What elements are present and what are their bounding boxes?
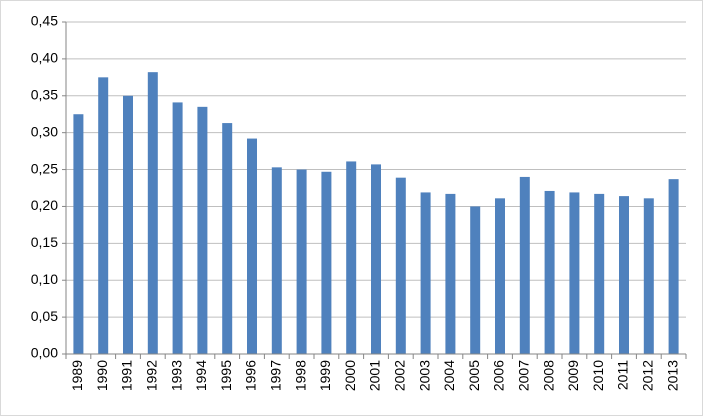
bar [544, 190, 555, 354]
bar [420, 192, 431, 354]
y-tick-label: 0,30 [31, 123, 58, 139]
y-tick-label: 0,25 [31, 160, 58, 176]
x-tick-label: 2012 [640, 360, 656, 391]
x-tick-label: 2002 [392, 360, 408, 391]
bar [197, 106, 208, 354]
x-tick-label: 1994 [193, 360, 209, 391]
x-tick-label: 2003 [416, 360, 432, 391]
bar [98, 77, 109, 354]
bar [569, 192, 580, 354]
bar [321, 171, 332, 354]
x-tick-label: 2000 [342, 360, 358, 391]
bar [395, 177, 406, 354]
y-tick-label: 0,15 [31, 234, 58, 250]
x-tick-label: 2011 [615, 360, 631, 390]
bar [519, 176, 530, 354]
x-tick-label: 2006 [491, 360, 507, 391]
x-tick-label: 1993 [168, 360, 184, 391]
bar [594, 193, 605, 354]
x-tick-label: 2004 [441, 360, 457, 391]
bar [172, 102, 183, 354]
x-tick-label: 1998 [292, 360, 308, 391]
bar [73, 114, 84, 354]
x-tick-label: 2008 [540, 360, 556, 391]
bar [222, 123, 233, 354]
bar [495, 198, 505, 354]
x-tick-label: 1999 [317, 360, 333, 391]
x-tick-label: 1995 [218, 360, 234, 391]
y-tick-label: 0,45 [31, 13, 58, 29]
bar [247, 138, 257, 354]
x-tick-label: 1997 [268, 360, 284, 391]
bar [668, 179, 679, 354]
y-tick-label: 0,20 [31, 197, 58, 213]
x-tick-label: 2010 [590, 360, 606, 391]
x-tick-label: 1990 [94, 360, 110, 391]
bar [619, 196, 629, 354]
x-tick-label: 1996 [243, 360, 259, 391]
bar [147, 72, 158, 355]
bar [346, 161, 357, 354]
y-tick-label: 0,40 [31, 50, 58, 66]
bar [296, 169, 307, 354]
y-tick-label: 0,00 [31, 345, 58, 361]
x-tick-label: 2005 [466, 360, 482, 391]
x-tick-label: 1992 [144, 360, 160, 391]
y-tick-label: 0,10 [31, 271, 58, 287]
x-tick-label: 2007 [516, 360, 532, 391]
x-tick-label: 2001 [367, 360, 383, 391]
x-tick-label: 2013 [664, 360, 680, 391]
bar [470, 206, 481, 354]
x-tick-label: 1991 [119, 360, 135, 391]
bar [123, 95, 133, 355]
x-tick-label: 1989 [69, 360, 85, 391]
bar [445, 193, 456, 354]
y-tick-label: 0,05 [31, 308, 58, 324]
bar [371, 164, 381, 354]
bar [643, 198, 654, 354]
bar [271, 167, 282, 354]
y-tick-label: 0,35 [31, 86, 58, 102]
x-tick-label: 2009 [565, 360, 581, 391]
